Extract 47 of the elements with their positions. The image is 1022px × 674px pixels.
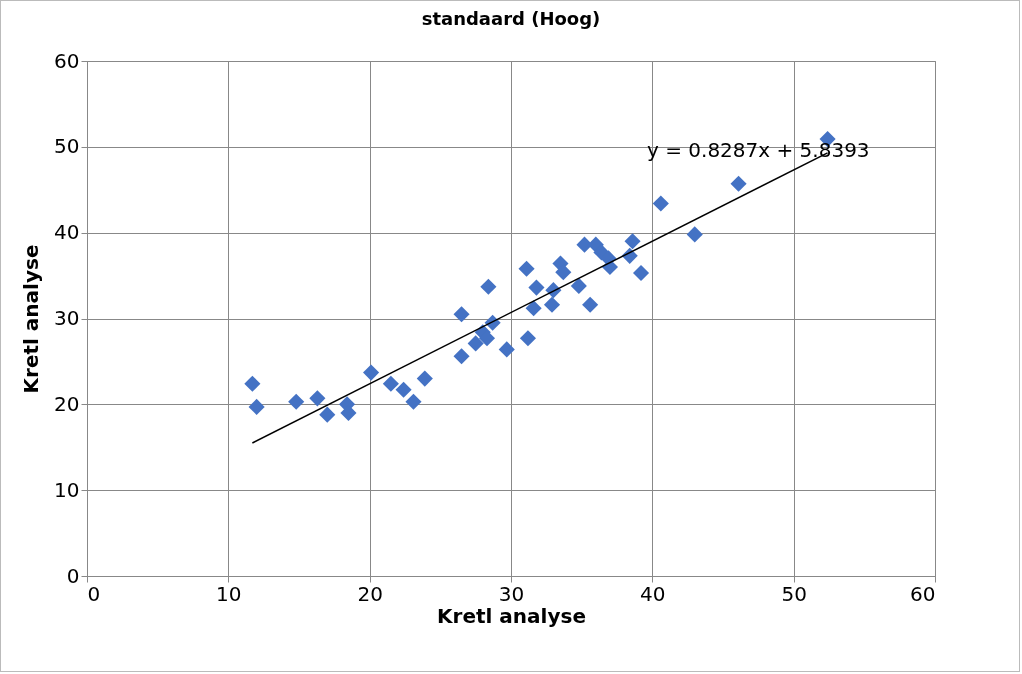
y-tick-label: 60	[54, 48, 80, 73]
point	[244, 375, 261, 392]
point	[528, 279, 545, 296]
point	[395, 381, 412, 398]
y-tick-label: 10	[54, 477, 80, 502]
x-tick-label: 0	[87, 581, 101, 606]
point	[467, 335, 484, 352]
point	[453, 348, 470, 365]
point	[519, 330, 537, 347]
x-tick-label: 30	[498, 581, 525, 606]
y-tick-label: 40	[54, 220, 80, 245]
x-axis-title: Kretl analyse	[437, 603, 586, 628]
chart-title: standaard (Hoog)	[421, 8, 601, 29]
point	[382, 375, 399, 392]
point	[525, 300, 542, 317]
point	[405, 393, 422, 410]
x-tick-label: 50	[781, 581, 807, 606]
point	[686, 226, 703, 243]
point	[453, 306, 470, 323]
point	[555, 264, 572, 281]
x-tick-label: 60	[910, 581, 936, 606]
point	[632, 264, 650, 282]
y-tick-label: 50	[54, 134, 80, 159]
point	[576, 236, 593, 253]
x-tick-label: 20	[357, 581, 383, 606]
point	[498, 341, 515, 358]
point	[543, 296, 561, 313]
point	[730, 175, 747, 192]
point	[652, 195, 669, 212]
annotation: y = 0.8287x + 5.8393	[647, 138, 870, 162]
y-tick-label: 30	[54, 306, 80, 330]
y-tick-label: 20	[54, 391, 80, 416]
point	[309, 390, 326, 407]
point	[582, 296, 599, 313]
point	[480, 278, 497, 295]
y-tick-label: 0	[66, 563, 80, 588]
point	[363, 364, 380, 381]
x-tick-label: 10	[216, 581, 242, 606]
point	[624, 233, 641, 250]
point	[416, 370, 433, 387]
y-axis-title: Kretl analyse	[19, 244, 44, 394]
point	[288, 393, 305, 410]
point	[248, 398, 265, 415]
point	[518, 260, 535, 277]
point	[570, 277, 587, 294]
point	[319, 406, 336, 423]
x-tick-label: 40	[640, 581, 666, 606]
